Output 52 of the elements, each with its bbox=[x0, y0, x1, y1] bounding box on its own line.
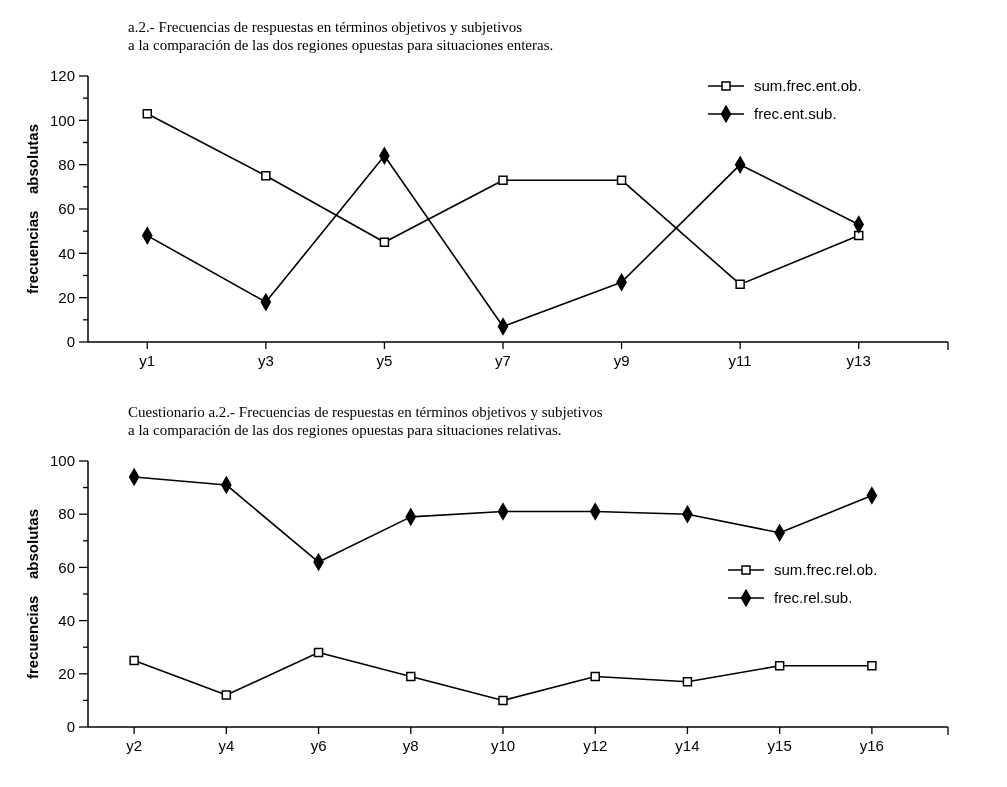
x-tick-label: y2 bbox=[126, 737, 143, 754]
x-tick-label: y9 bbox=[613, 352, 630, 369]
y-tick-label: 100 bbox=[49, 452, 75, 470]
point bbox=[221, 690, 232, 700]
point bbox=[129, 655, 139, 666]
y-tick-label: 60 bbox=[58, 200, 75, 218]
y-tick-label: 80 bbox=[58, 505, 75, 523]
point bbox=[774, 661, 785, 671]
chart-title: a.2.- Frecuencias de respuestas en términos objetivos y subjetivos a la comparación de las dos regiones opuestas para situaciones enteras. bbox=[128, 19, 554, 53]
y-tick-label: 120 bbox=[49, 67, 75, 85]
x-tick-label: y16 bbox=[859, 737, 884, 754]
y-tick-label: 80 bbox=[58, 155, 75, 173]
x-tick-label: y1 bbox=[139, 352, 156, 369]
x-tick-label: y12 bbox=[583, 737, 608, 754]
y-axis-title: frecuencias absolutas bbox=[24, 123, 41, 295]
x-tick-label: y10 bbox=[490, 737, 516, 754]
point bbox=[142, 108, 153, 119]
y-tick-label: 100 bbox=[49, 111, 75, 129]
legend-label: frec.ent.sub. bbox=[754, 105, 837, 123]
y-tick-label: 0 bbox=[66, 333, 75, 351]
point bbox=[735, 279, 745, 290]
y-axis-title: frecuencias absolutas bbox=[24, 508, 41, 680]
x-tick-label: y14 bbox=[675, 737, 700, 754]
point bbox=[313, 647, 324, 658]
legend-label: sum.frec.ent.ob. bbox=[754, 77, 862, 95]
x-tick-label: y6 bbox=[310, 737, 327, 754]
point bbox=[682, 677, 693, 687]
x-tick-label: y7 bbox=[495, 352, 511, 369]
x-tick-label: y4 bbox=[218, 737, 235, 754]
point bbox=[379, 237, 390, 247]
y-tick-label: 40 bbox=[58, 611, 75, 629]
point bbox=[616, 175, 627, 185]
chart-title: Cuestionario a.2.- Frecuencias de respuestas en términos objetivos y subjetivos a la comparación de las dos regiones opuestas para situaciones relativas. bbox=[128, 404, 603, 438]
point bbox=[406, 671, 416, 682]
x-tick-label: y3 bbox=[257, 352, 274, 369]
x-tick-label: y8 bbox=[402, 737, 419, 754]
point bbox=[261, 171, 271, 181]
y-tick-label: 0 bbox=[66, 718, 75, 736]
x-tick-label: y13 bbox=[846, 352, 871, 369]
y-tick-label: 20 bbox=[58, 665, 75, 683]
x-tick-label: y11 bbox=[728, 352, 752, 369]
x-tick-label: y15 bbox=[767, 737, 792, 754]
point bbox=[498, 695, 508, 706]
y-tick-label: 20 bbox=[58, 288, 75, 306]
y-tick-label: 60 bbox=[58, 558, 75, 576]
legend-label: frec.rel.sub. bbox=[774, 589, 853, 607]
point bbox=[590, 671, 600, 682]
y-tick-label: 40 bbox=[58, 244, 75, 262]
legend-label: sum.frec.rel.ob. bbox=[774, 561, 878, 579]
point bbox=[867, 661, 877, 671]
x-tick-label: y5 bbox=[376, 352, 393, 369]
point bbox=[498, 175, 508, 185]
